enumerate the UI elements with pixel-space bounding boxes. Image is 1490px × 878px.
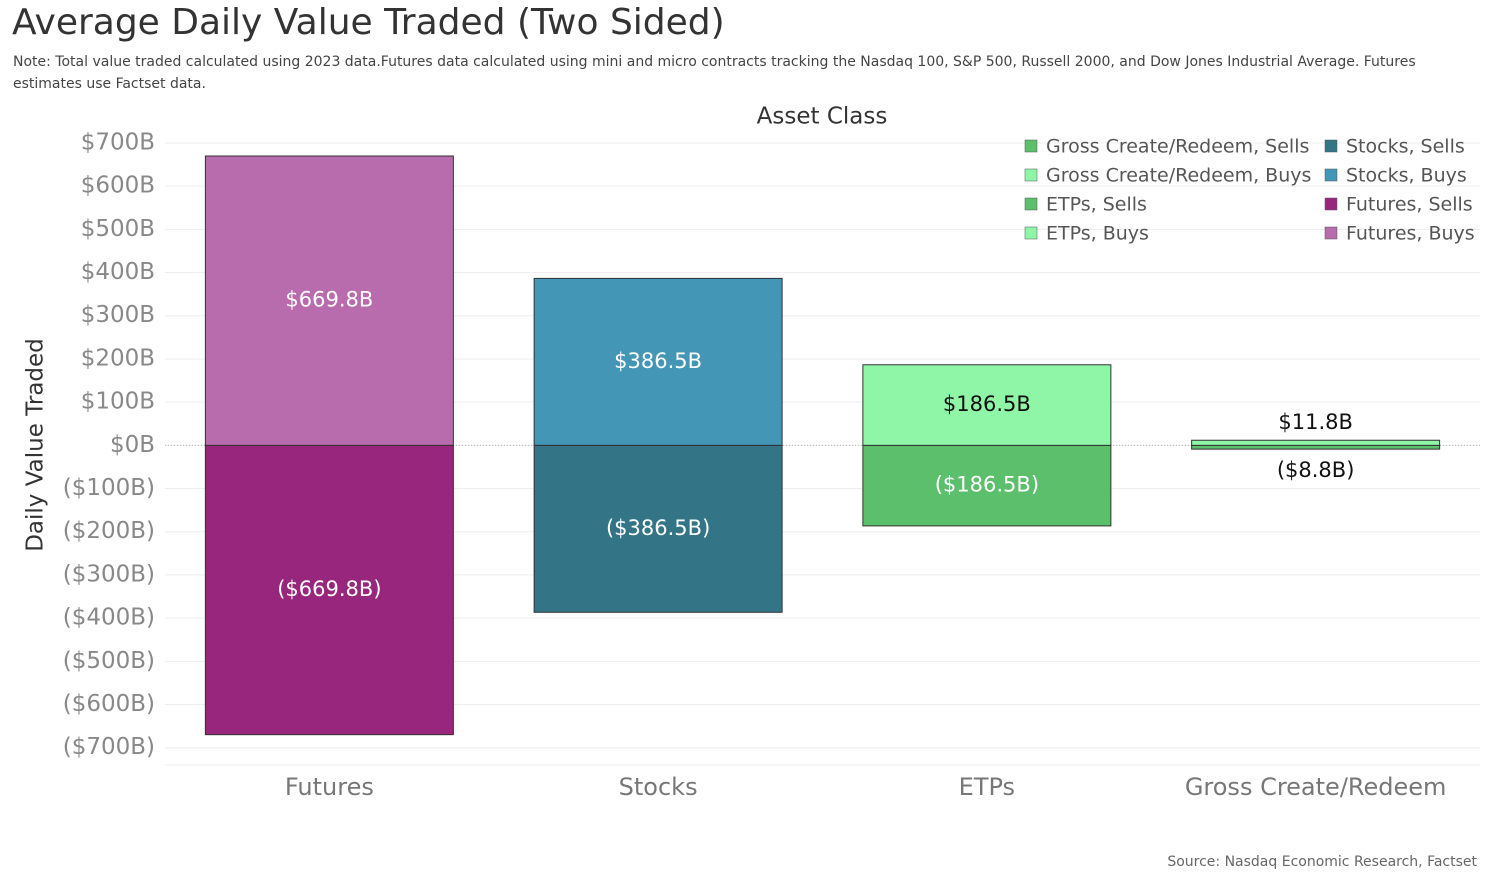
legend-label: Stocks, Buys [1346, 165, 1467, 187]
legend-label: ETPs, Sells [1046, 194, 1147, 216]
x-tick-label: Gross Create/Redeem [1185, 773, 1447, 801]
y-tick-label: $500B [81, 216, 155, 242]
bar [204, 155, 454, 446]
legend-swatch [1324, 139, 1338, 153]
bar [1191, 439, 1441, 446]
x-axis-title: Asset Class [757, 104, 888, 130]
y-tick-label: ($300B) [63, 561, 155, 587]
bar [1191, 444, 1441, 450]
data-label: ($8.8B) [1277, 458, 1355, 482]
chart-note: Note: Total value traded calculated usin… [13, 54, 1416, 92]
source: Source: Nasdaq Economic Research, Factse… [1167, 854, 1477, 870]
data-label: $386.5B [614, 349, 702, 373]
chart-title: Average Daily Value Traded (Two Sided) [12, 2, 725, 43]
y-tick-label: $100B [81, 389, 155, 415]
y-tick-label: $300B [81, 302, 155, 328]
y-tick-label: ($500B) [63, 648, 155, 674]
data-label: ($669.8B) [277, 577, 381, 601]
y-tick-label: ($200B) [63, 518, 155, 544]
y-tick-label: ($400B) [63, 605, 155, 631]
legend-label: Gross Create/Redeem, Buys [1046, 165, 1311, 187]
y-tick-label: $600B [81, 173, 155, 199]
bar [862, 364, 1112, 446]
legend-swatch [1024, 168, 1038, 182]
y-tick-label: ($700B) [63, 734, 155, 760]
y-tick-label: $0B [110, 432, 155, 458]
y-axis-title: Daily Value Traded [23, 338, 49, 552]
x-tick-label: Futures [285, 773, 374, 801]
data-label: $669.8B [285, 288, 373, 312]
legend-label: Futures, Sells [1346, 194, 1473, 216]
legend-swatch [1024, 139, 1038, 153]
x-tick-label: ETPs [959, 773, 1015, 801]
y-tick-label: ($100B) [63, 475, 155, 501]
legend-swatch [1324, 226, 1338, 240]
legend-swatch [1324, 197, 1338, 211]
legend-label: Gross Create/Redeem, Sells [1046, 136, 1309, 158]
data-label: $186.5B [943, 392, 1031, 416]
bar [533, 277, 783, 446]
x-tick-label: Stocks [619, 773, 698, 801]
legend-swatch [1024, 197, 1038, 211]
y-tick-label: $700B [81, 129, 155, 155]
legend-swatch [1024, 226, 1038, 240]
bar [533, 444, 783, 613]
y-tick-label: $400B [81, 259, 155, 285]
legend-label: ETPs, Buys [1046, 223, 1149, 245]
data-label: ($386.5B) [606, 516, 710, 540]
legend-swatch [1324, 168, 1338, 182]
bar [204, 444, 454, 736]
legend-label: Futures, Buys [1346, 223, 1475, 245]
legend-label: Stocks, Sells [1346, 136, 1465, 158]
data-label: $11.8B [1278, 410, 1353, 434]
bar [862, 444, 1112, 527]
y-tick-label: ($600B) [63, 691, 155, 717]
data-label: ($186.5B) [935, 473, 1039, 497]
y-tick-label: $200B [81, 345, 155, 371]
